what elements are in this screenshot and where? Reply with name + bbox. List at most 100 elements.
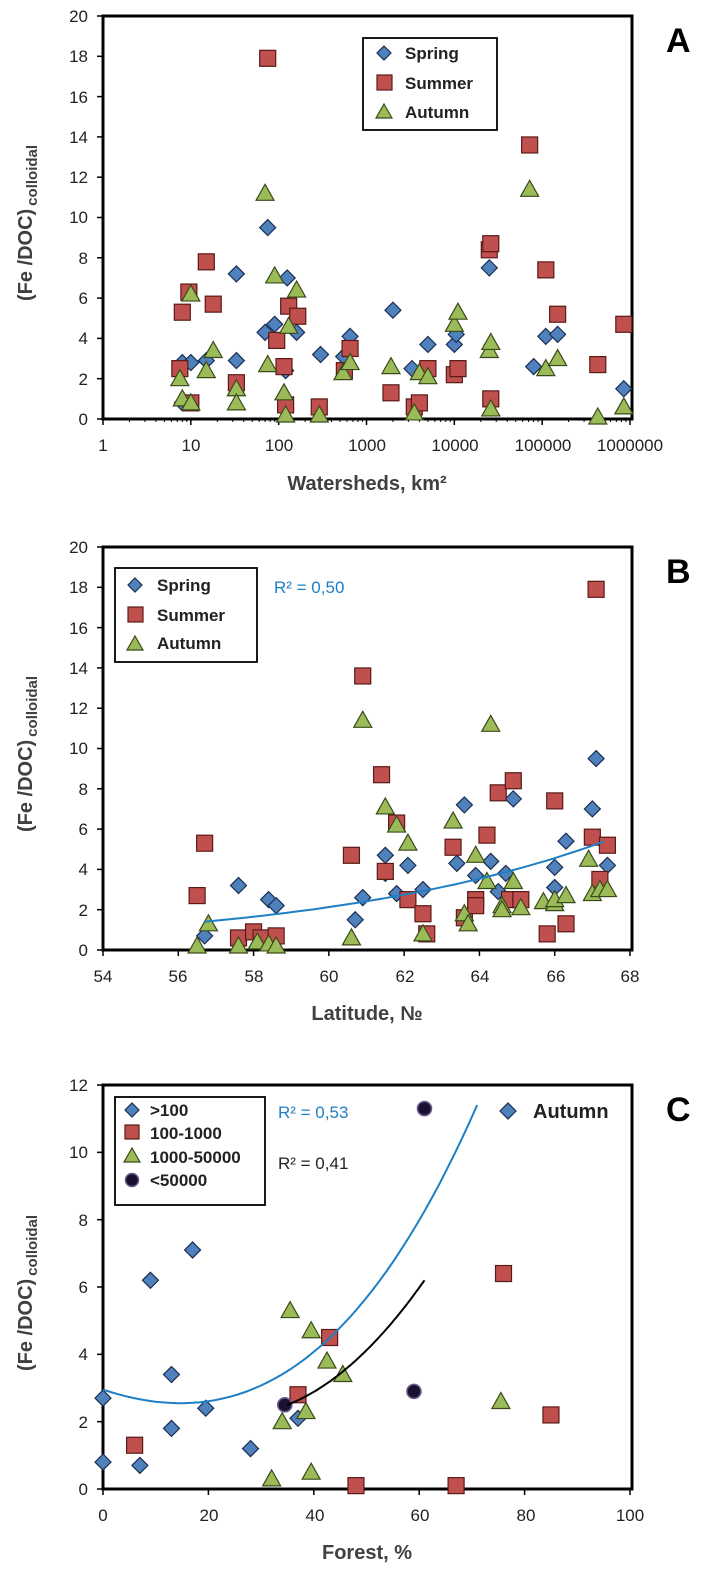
data-point-a [278, 269, 297, 287]
data-point-b [399, 856, 417, 875]
legend-label-b: Autumn [157, 634, 221, 653]
data-point-a [417, 366, 438, 385]
series-a-autumn [169, 179, 634, 425]
legend-marker-100-1000 [124, 1124, 140, 1140]
r2-label-b: R² = 0,50 [274, 578, 344, 597]
y-tick-label-a: 16 [69, 88, 88, 107]
data-point-a [548, 325, 567, 344]
y-axis-label-main-b: (Fe /DOC) [15, 740, 37, 832]
data-point-a [340, 352, 361, 371]
data-point-c [162, 1419, 181, 1438]
data-point-c [141, 1271, 160, 1290]
x-tick-label-b: 64 [471, 967, 490, 986]
data-point-b [447, 854, 466, 873]
data-point-b [397, 832, 418, 851]
data-point-b [504, 790, 523, 808]
data-point-b [489, 784, 507, 802]
data-point-c [316, 1350, 338, 1369]
data-point-c [261, 1468, 282, 1487]
data-point-a [480, 332, 501, 351]
x-tick-label-a: 10 [182, 436, 201, 455]
data-point-a [482, 235, 500, 253]
data-point-b [414, 880, 432, 899]
data-point-a [380, 356, 402, 375]
data-point-a [384, 301, 402, 320]
data-point-a [197, 253, 215, 271]
data-point-c [183, 1241, 202, 1259]
panel-b: 0 2 4 6 8 10 12 14 16 18 20 54 56 58 60 … [15, 538, 691, 1025]
y-tick-label-b: 0 [79, 941, 88, 960]
trendline-c-blue [102, 1104, 479, 1405]
data-point-c [196, 1399, 215, 1418]
y-tick-label-a: 20 [69, 7, 88, 26]
legend-marker-autumn-a [374, 102, 394, 119]
data-point-c [94, 1389, 112, 1407]
data-point-a [227, 351, 246, 370]
x-tick-label-a: 100000 [515, 436, 572, 455]
legend-marker-gt100 [124, 1102, 140, 1118]
data-point-b [480, 714, 501, 732]
data-point-a [549, 305, 567, 323]
y-tick-label-a: 0 [79, 410, 88, 429]
data-point-a [547, 348, 568, 367]
legend-b: Spring Summer Autumn [114, 567, 258, 663]
data-point-c [490, 1391, 511, 1410]
data-point-b [598, 836, 617, 854]
data-point-b [458, 913, 479, 932]
x-tick-label-a: 100 [265, 436, 293, 455]
y-tick-label-b: 16 [69, 619, 88, 638]
data-point-a [535, 358, 556, 377]
data-point-a [332, 362, 354, 381]
y-tick-label-c: 12 [69, 1076, 88, 1095]
data-point-a [173, 303, 191, 321]
data-point-b [341, 927, 362, 946]
data-point-b [346, 910, 365, 929]
y-tick-label-a: 6 [79, 289, 88, 308]
x-tick-label-c: 20 [200, 1506, 219, 1525]
data-point-a [226, 392, 247, 411]
legend-marker-summer-b [127, 606, 144, 623]
y-tick-label-a: 18 [69, 47, 88, 66]
data-point-a [480, 259, 499, 277]
data-point-b [476, 871, 497, 890]
y-tick-label-b: 14 [69, 659, 88, 678]
x-tick-label-b: 62 [396, 967, 415, 986]
data-point-a [449, 360, 467, 378]
data-point-b [545, 858, 564, 877]
data-point-a [519, 179, 540, 197]
data-point-b [443, 810, 464, 829]
data-point-b [510, 897, 531, 916]
y-axis-label-sub-a: colloidal [24, 145, 41, 206]
x-tick-label-a: 1000000 [597, 436, 663, 455]
y-tick-label-b: 12 [69, 699, 88, 718]
data-point-b [597, 879, 618, 898]
data-point-b [375, 796, 396, 815]
legend-marker-1000-50000 [122, 1146, 142, 1163]
data-point-b [259, 890, 278, 909]
data-point-c [280, 1300, 301, 1319]
data-point-a [309, 404, 330, 423]
data-point-a [419, 335, 437, 354]
x-axis-label-b: Latitude, № [311, 1003, 422, 1025]
data-point-a [613, 396, 634, 415]
data-point-c [494, 1264, 513, 1283]
data-point-b [342, 846, 361, 864]
data-point-b [247, 931, 268, 950]
data-point-a [204, 295, 222, 313]
x-tick-label-b: 56 [169, 967, 188, 986]
y-tick-label-c: 2 [79, 1413, 88, 1432]
data-point-b [587, 749, 605, 768]
legend-marker-summer-a [376, 74, 393, 91]
x-tick-label-c: 40 [306, 1506, 325, 1525]
legend-a: Spring Summer Autumn [362, 37, 498, 131]
data-point-b [583, 800, 602, 818]
data-point-c [542, 1406, 560, 1424]
series-c-50000 [277, 1100, 433, 1413]
data-point-b [455, 796, 474, 814]
data-point-b [354, 667, 372, 685]
y-axis-label-main-c: (Fe /DOC) [15, 1279, 37, 1371]
data-point-a [447, 301, 468, 320]
x-tick-label-b: 54 [94, 967, 113, 986]
series-c-1001000 [126, 1264, 560, 1495]
